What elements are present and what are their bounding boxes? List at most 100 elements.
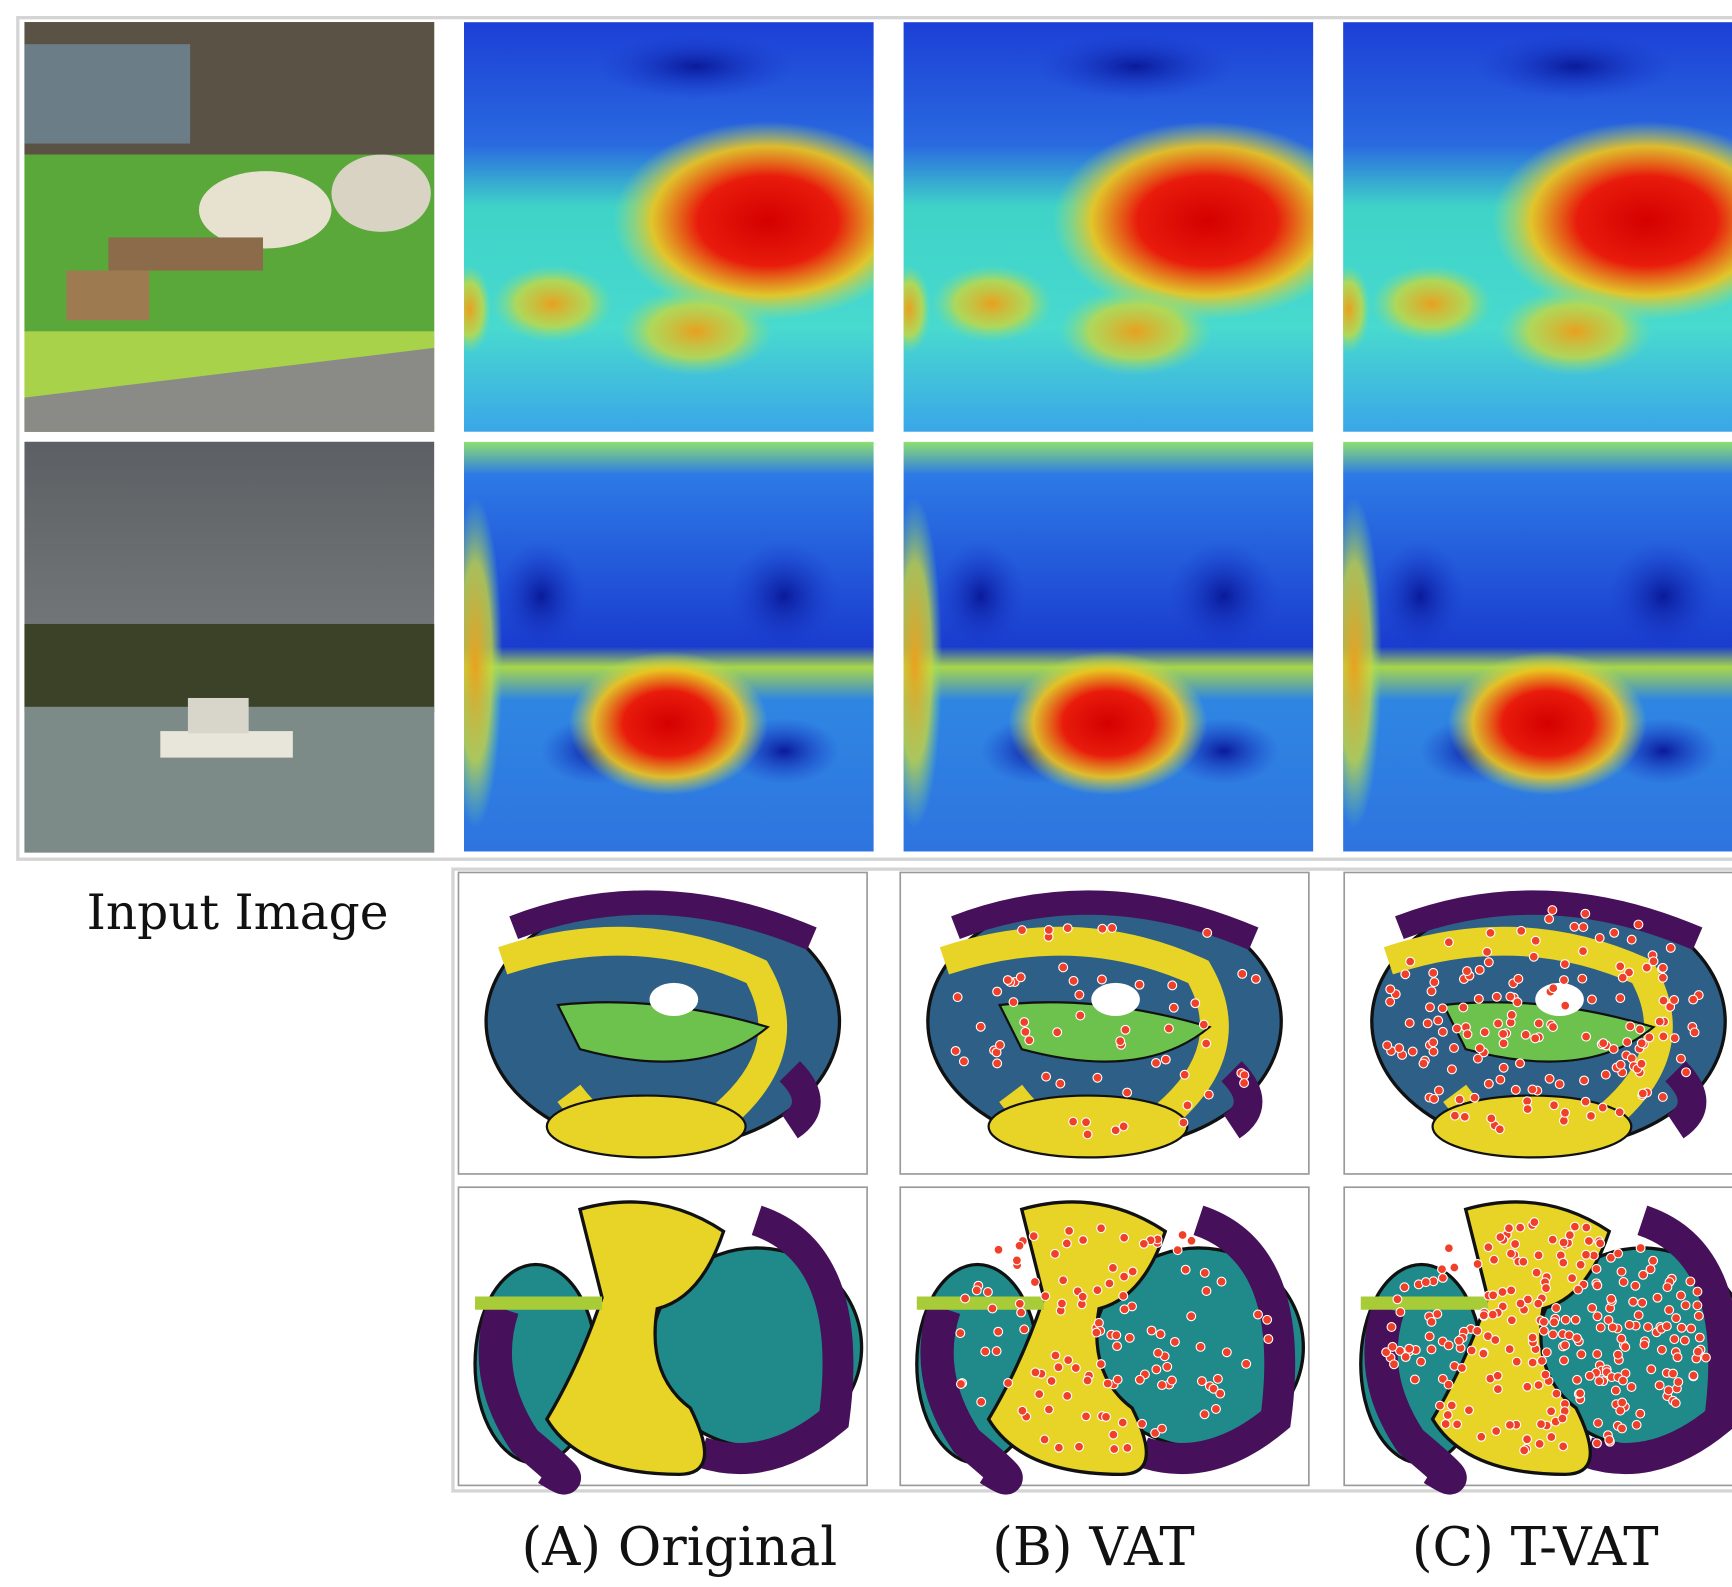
- adversarial-point: [1671, 1313, 1682, 1324]
- adversarial-point: [950, 1045, 961, 1056]
- adversarial-point: [1636, 1038, 1647, 1049]
- adversarial-point: [1657, 962, 1668, 973]
- adversarial-point: [1201, 1038, 1212, 1049]
- adversarial-point: [1092, 1285, 1103, 1296]
- adversarial-point: [1459, 1111, 1470, 1122]
- adversarial-point: [1608, 1043, 1619, 1054]
- adversarial-point: [1617, 1423, 1627, 1434]
- adversarial-point: [1429, 977, 1440, 988]
- adversarial-point: [1003, 1378, 1014, 1388]
- adversarial-point: [1540, 1369, 1551, 1380]
- adversarial-point: [1250, 973, 1261, 984]
- adversarial-point: [1479, 1027, 1490, 1038]
- adversarial-point: [1055, 1078, 1066, 1089]
- adversarial-point: [1498, 1062, 1509, 1073]
- adversarial-point: [1635, 1024, 1646, 1035]
- adversarial-point: [1554, 1079, 1565, 1090]
- adversarial-point: [1595, 1322, 1606, 1333]
- adversarial-point: [1541, 1283, 1552, 1294]
- adversarial-point: [1046, 1375, 1057, 1386]
- input-photo-sheep: [24, 22, 435, 432]
- adversarial-point: [1122, 1087, 1133, 1098]
- adversarial-point: [1096, 974, 1107, 985]
- adversarial-point: [1440, 1419, 1451, 1429]
- adversarial-point: [1050, 1248, 1060, 1259]
- adversarial-point: [1215, 1388, 1226, 1399]
- adversarial-point: [1166, 1375, 1177, 1386]
- adversarial-point: [1110, 1125, 1121, 1136]
- adversarial-point: [1082, 1129, 1093, 1140]
- adversarial-point: [1693, 1310, 1704, 1321]
- adversarial-point: [1510, 1239, 1521, 1249]
- adversarial-point: [1462, 1029, 1473, 1040]
- adversarial-point: [1409, 1374, 1420, 1385]
- adversarial-point: [1491, 991, 1502, 1002]
- adversarial-point: [1239, 1078, 1250, 1089]
- column-label: (A) Original: [521, 1516, 837, 1578]
- adversarial-point: [1686, 1323, 1697, 1334]
- adversarial-point: [1437, 1264, 1447, 1275]
- adversarial-point: [1111, 1330, 1122, 1341]
- adversarial-point: [1515, 1222, 1526, 1233]
- adversarial-point: [1034, 1389, 1045, 1400]
- adversarial-point: [1630, 1280, 1641, 1291]
- adversarial-point: [1617, 1397, 1628, 1408]
- adversarial-point: [1095, 1359, 1106, 1370]
- adversarial-point: [1658, 1031, 1669, 1042]
- adversarial-point: [1482, 946, 1493, 957]
- adversarial-point: [1516, 925, 1527, 936]
- adversarial-point: [1613, 1248, 1624, 1259]
- adversarial-point: [1081, 1117, 1092, 1128]
- adversarial-point: [1631, 1419, 1642, 1430]
- adversarial-point: [1017, 1405, 1028, 1416]
- adversarial-point: [1595, 1238, 1606, 1249]
- adversarial-point: [1386, 1322, 1397, 1332]
- adversarial-point: [1182, 1100, 1193, 1111]
- adversarial-point: [1538, 1316, 1549, 1327]
- adversarial-point: [1168, 1002, 1179, 1013]
- adversarial-point: [991, 1346, 1002, 1357]
- adversarial-point: [992, 986, 1003, 997]
- adversarial-point: [1605, 1252, 1616, 1263]
- adversarial-point: [1672, 1352, 1683, 1363]
- adversarial-point: [1559, 1355, 1569, 1366]
- adversarial-point: [1118, 1121, 1129, 1132]
- adversarial-point: [1576, 1349, 1587, 1360]
- adversarial-point: [1119, 1271, 1130, 1282]
- adversarial-point: [1107, 1262, 1118, 1273]
- adversarial-point: [1385, 996, 1396, 1007]
- adversarial-point: [1638, 1269, 1649, 1280]
- adversarial-point: [1404, 1018, 1415, 1028]
- adversarial-point: [1109, 1444, 1120, 1455]
- adversarial-point: [1668, 1368, 1678, 1379]
- adversarial-point: [1169, 1336, 1180, 1347]
- adversarial-point: [1040, 1291, 1051, 1302]
- adversarial-point: [1665, 942, 1676, 953]
- adversarial-point: [1454, 1335, 1464, 1346]
- adversarial-point: [1443, 937, 1454, 948]
- adversarial-point: [1624, 967, 1635, 978]
- column-label: (C) T-VAT: [1412, 1516, 1659, 1578]
- adversarial-point: [1198, 1019, 1209, 1030]
- adversarial-point: [1644, 1032, 1655, 1043]
- adversarial-point: [1504, 1344, 1515, 1355]
- adversarial-point: [1581, 1249, 1591, 1260]
- adversarial-point: [1433, 1015, 1444, 1026]
- adversarial-point: [1237, 968, 1248, 979]
- adversarial-point: [1058, 962, 1069, 973]
- adversarial-point: [987, 1303, 998, 1314]
- adversarial-point: [1578, 922, 1589, 933]
- adversarial-point: [1064, 1225, 1075, 1236]
- adversarial-point: [1104, 1278, 1115, 1289]
- adversarial-point: [1615, 961, 1626, 972]
- adversarial-point: [1643, 1322, 1653, 1333]
- adversarial-point: [1584, 1370, 1595, 1381]
- adversarial-point: [1416, 1356, 1427, 1367]
- adversarial-point: [1592, 1438, 1602, 1449]
- adversarial-point: [1015, 972, 1026, 983]
- adversarial-point: [1600, 1069, 1611, 1080]
- adversarial-point: [1530, 935, 1541, 946]
- adversarial-point: [1681, 1067, 1692, 1078]
- adversarial-point: [1472, 1053, 1483, 1064]
